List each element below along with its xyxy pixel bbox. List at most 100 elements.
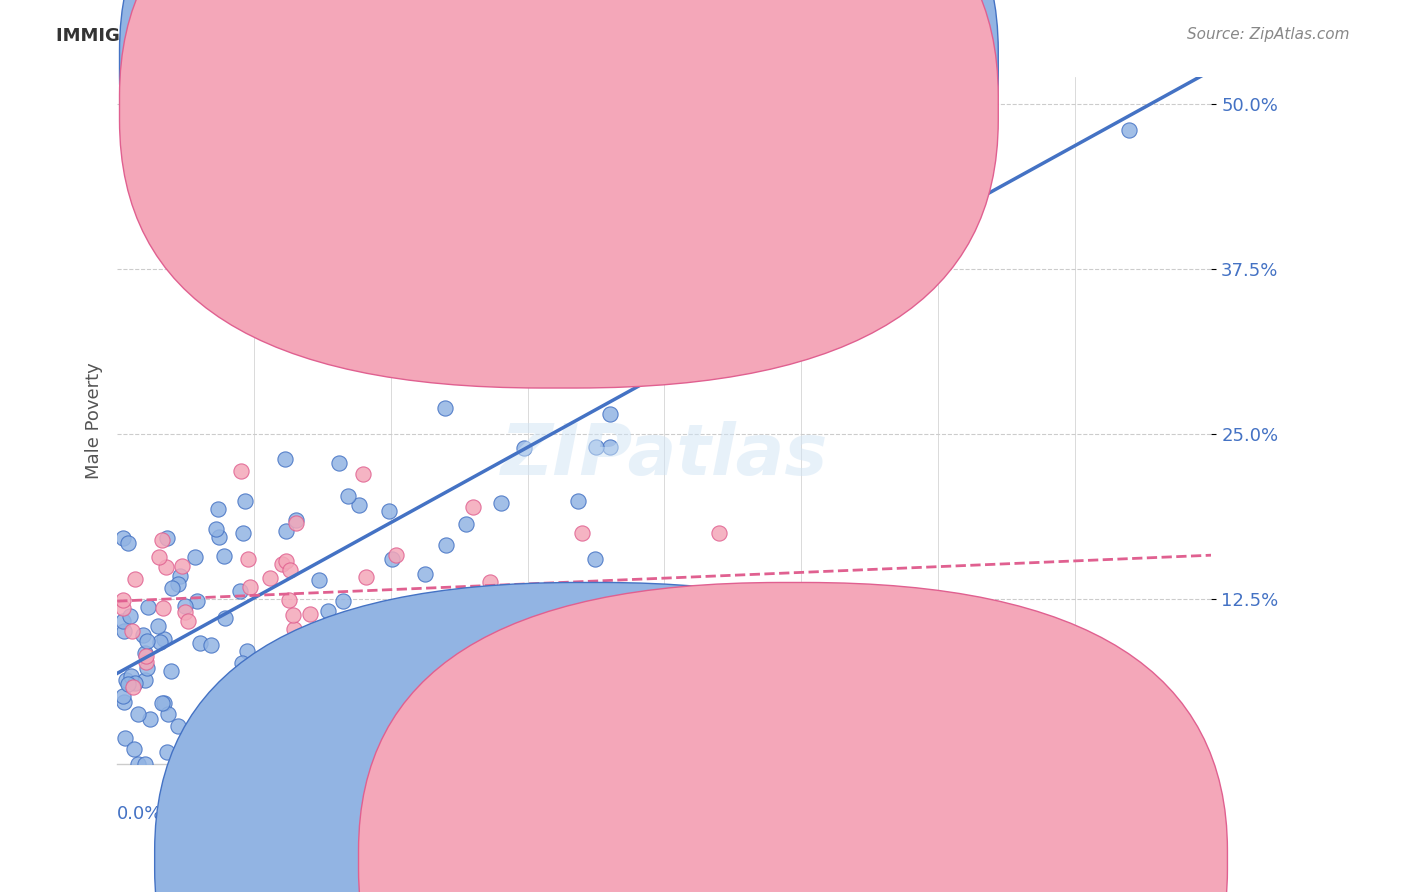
Point bbox=[150, 696, 173, 710]
Point bbox=[111, 531, 134, 545]
Point bbox=[124, 573, 146, 587]
Point bbox=[120, 669, 142, 683]
Point bbox=[281, 608, 304, 623]
Point bbox=[567, 494, 589, 508]
Point bbox=[190, 636, 212, 650]
Text: 0.0%: 0.0% bbox=[117, 805, 163, 823]
Point bbox=[280, 563, 302, 577]
Point bbox=[254, 755, 277, 769]
Point bbox=[479, 574, 502, 589]
Y-axis label: Male Poverty: Male Poverty bbox=[86, 362, 103, 479]
Point bbox=[111, 600, 134, 615]
Point bbox=[347, 498, 370, 512]
Point bbox=[186, 593, 208, 607]
Point bbox=[160, 581, 183, 595]
Point bbox=[153, 632, 176, 646]
Point bbox=[416, 599, 439, 613]
Point bbox=[599, 440, 621, 454]
Point bbox=[139, 712, 162, 726]
Point bbox=[135, 655, 157, 669]
Point bbox=[115, 673, 138, 687]
Text: R = -0.037   N = 42: R = -0.037 N = 42 bbox=[588, 100, 751, 118]
Point bbox=[149, 635, 172, 649]
Point bbox=[259, 571, 281, 585]
Point bbox=[155, 560, 177, 574]
Point bbox=[585, 440, 607, 454]
Point bbox=[337, 489, 360, 503]
Point bbox=[127, 757, 149, 772]
Text: Turks: Turks bbox=[844, 856, 887, 874]
Point bbox=[316, 604, 339, 618]
Point bbox=[122, 680, 145, 694]
Point bbox=[1118, 123, 1140, 137]
Point bbox=[146, 619, 169, 633]
Point bbox=[200, 639, 222, 653]
Point bbox=[134, 757, 156, 772]
Point bbox=[707, 526, 730, 541]
Point bbox=[239, 580, 262, 594]
Text: ZIPatlas: ZIPatlas bbox=[501, 421, 828, 490]
Text: Turks: Turks bbox=[811, 851, 855, 869]
Point bbox=[378, 504, 401, 518]
Point bbox=[461, 500, 484, 514]
Point bbox=[385, 548, 408, 562]
Point bbox=[308, 573, 330, 587]
Point bbox=[352, 467, 374, 481]
Text: R =  0.639   N = 83: R = 0.639 N = 83 bbox=[588, 55, 749, 73]
Point bbox=[114, 731, 136, 745]
Point bbox=[328, 457, 350, 471]
Point bbox=[513, 442, 536, 456]
Point bbox=[136, 600, 159, 615]
Point bbox=[208, 530, 231, 544]
Point bbox=[311, 651, 333, 665]
Point bbox=[481, 640, 503, 655]
Point bbox=[274, 524, 297, 538]
Point bbox=[332, 642, 354, 657]
Point bbox=[135, 648, 157, 663]
Text: Immigrants from Greece: Immigrants from Greece bbox=[607, 851, 811, 869]
Point bbox=[955, 96, 977, 111]
Point bbox=[270, 558, 292, 572]
Point bbox=[205, 522, 228, 536]
Text: IMMIGRANTS FROM GREECE VS TURKISH MALE POVERTY CORRELATION CHART: IMMIGRANTS FROM GREECE VS TURKISH MALE P… bbox=[56, 27, 849, 45]
Point bbox=[381, 551, 404, 566]
Text: Immigrants from Greece: Immigrants from Greece bbox=[619, 856, 823, 874]
Point bbox=[299, 607, 322, 621]
Point bbox=[148, 549, 170, 564]
Point bbox=[489, 495, 512, 509]
Point bbox=[132, 628, 155, 642]
Point bbox=[236, 552, 259, 566]
Point bbox=[350, 290, 373, 304]
Point bbox=[274, 451, 297, 466]
Point bbox=[571, 526, 593, 541]
Point bbox=[311, 660, 333, 674]
Point bbox=[235, 644, 257, 658]
Point bbox=[207, 501, 229, 516]
Point bbox=[214, 611, 236, 625]
Point bbox=[284, 514, 307, 528]
Point bbox=[229, 464, 252, 478]
Point bbox=[136, 633, 159, 648]
Point bbox=[170, 559, 193, 574]
Point bbox=[599, 407, 621, 421]
Point bbox=[174, 605, 197, 619]
Text: Source: ZipAtlas.com: Source: ZipAtlas.com bbox=[1187, 27, 1350, 42]
Point bbox=[485, 665, 508, 679]
Point bbox=[136, 660, 159, 674]
Point bbox=[150, 533, 173, 548]
Point bbox=[134, 673, 156, 687]
Point bbox=[318, 616, 340, 631]
Point bbox=[308, 643, 330, 657]
Point bbox=[152, 601, 174, 615]
Point bbox=[153, 696, 176, 710]
Point bbox=[122, 742, 145, 756]
Point bbox=[434, 401, 457, 415]
Point bbox=[156, 745, 179, 759]
Point bbox=[263, 757, 285, 772]
Point bbox=[117, 676, 139, 690]
Point bbox=[117, 536, 139, 550]
Point bbox=[160, 665, 183, 679]
Point bbox=[183, 550, 205, 565]
Point bbox=[157, 706, 180, 721]
Point bbox=[283, 622, 305, 636]
